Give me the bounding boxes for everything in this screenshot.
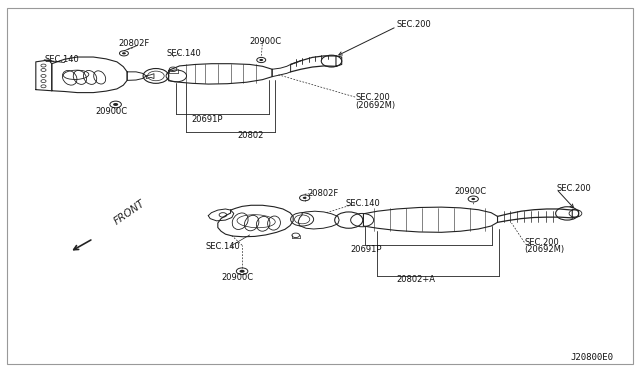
Text: 20802F: 20802F [307,189,339,198]
Text: 20900C: 20900C [454,187,486,196]
Text: SEC.200: SEC.200 [524,238,559,247]
Text: SEC.200: SEC.200 [397,20,431,29]
Text: 20900C: 20900C [221,273,253,282]
Text: J20800E0: J20800E0 [571,353,614,362]
Circle shape [259,59,263,61]
Text: SEC.140: SEC.140 [346,199,380,208]
Text: SEC.140: SEC.140 [167,49,202,58]
Text: SEC.140: SEC.140 [44,55,79,64]
Text: 20691P: 20691P [351,244,382,253]
Circle shape [239,270,244,273]
Text: SEC.200: SEC.200 [355,93,390,102]
Circle shape [303,197,307,199]
Text: 20900C: 20900C [95,108,127,116]
Text: 20900C: 20900C [250,37,282,46]
Text: (20692M): (20692M) [524,245,564,254]
Text: 20802: 20802 [237,131,263,141]
Circle shape [113,103,118,106]
Text: 20691P: 20691P [191,115,223,124]
Text: SEC.140: SEC.140 [205,241,240,250]
Text: 20802+A: 20802+A [397,275,436,284]
Text: SEC.200: SEC.200 [556,185,591,193]
Text: (20692M): (20692M) [355,101,396,110]
Circle shape [471,198,475,200]
Text: 20802F: 20802F [119,39,150,48]
Text: FRONT: FRONT [113,198,147,227]
Circle shape [122,52,126,54]
